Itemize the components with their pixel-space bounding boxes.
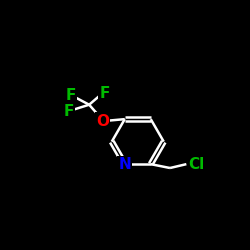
Text: N: N bbox=[118, 157, 131, 172]
Text: F: F bbox=[64, 104, 74, 119]
Text: O: O bbox=[96, 114, 109, 128]
Text: Cl: Cl bbox=[189, 157, 205, 172]
Text: F: F bbox=[99, 86, 110, 101]
Text: F: F bbox=[66, 88, 76, 102]
